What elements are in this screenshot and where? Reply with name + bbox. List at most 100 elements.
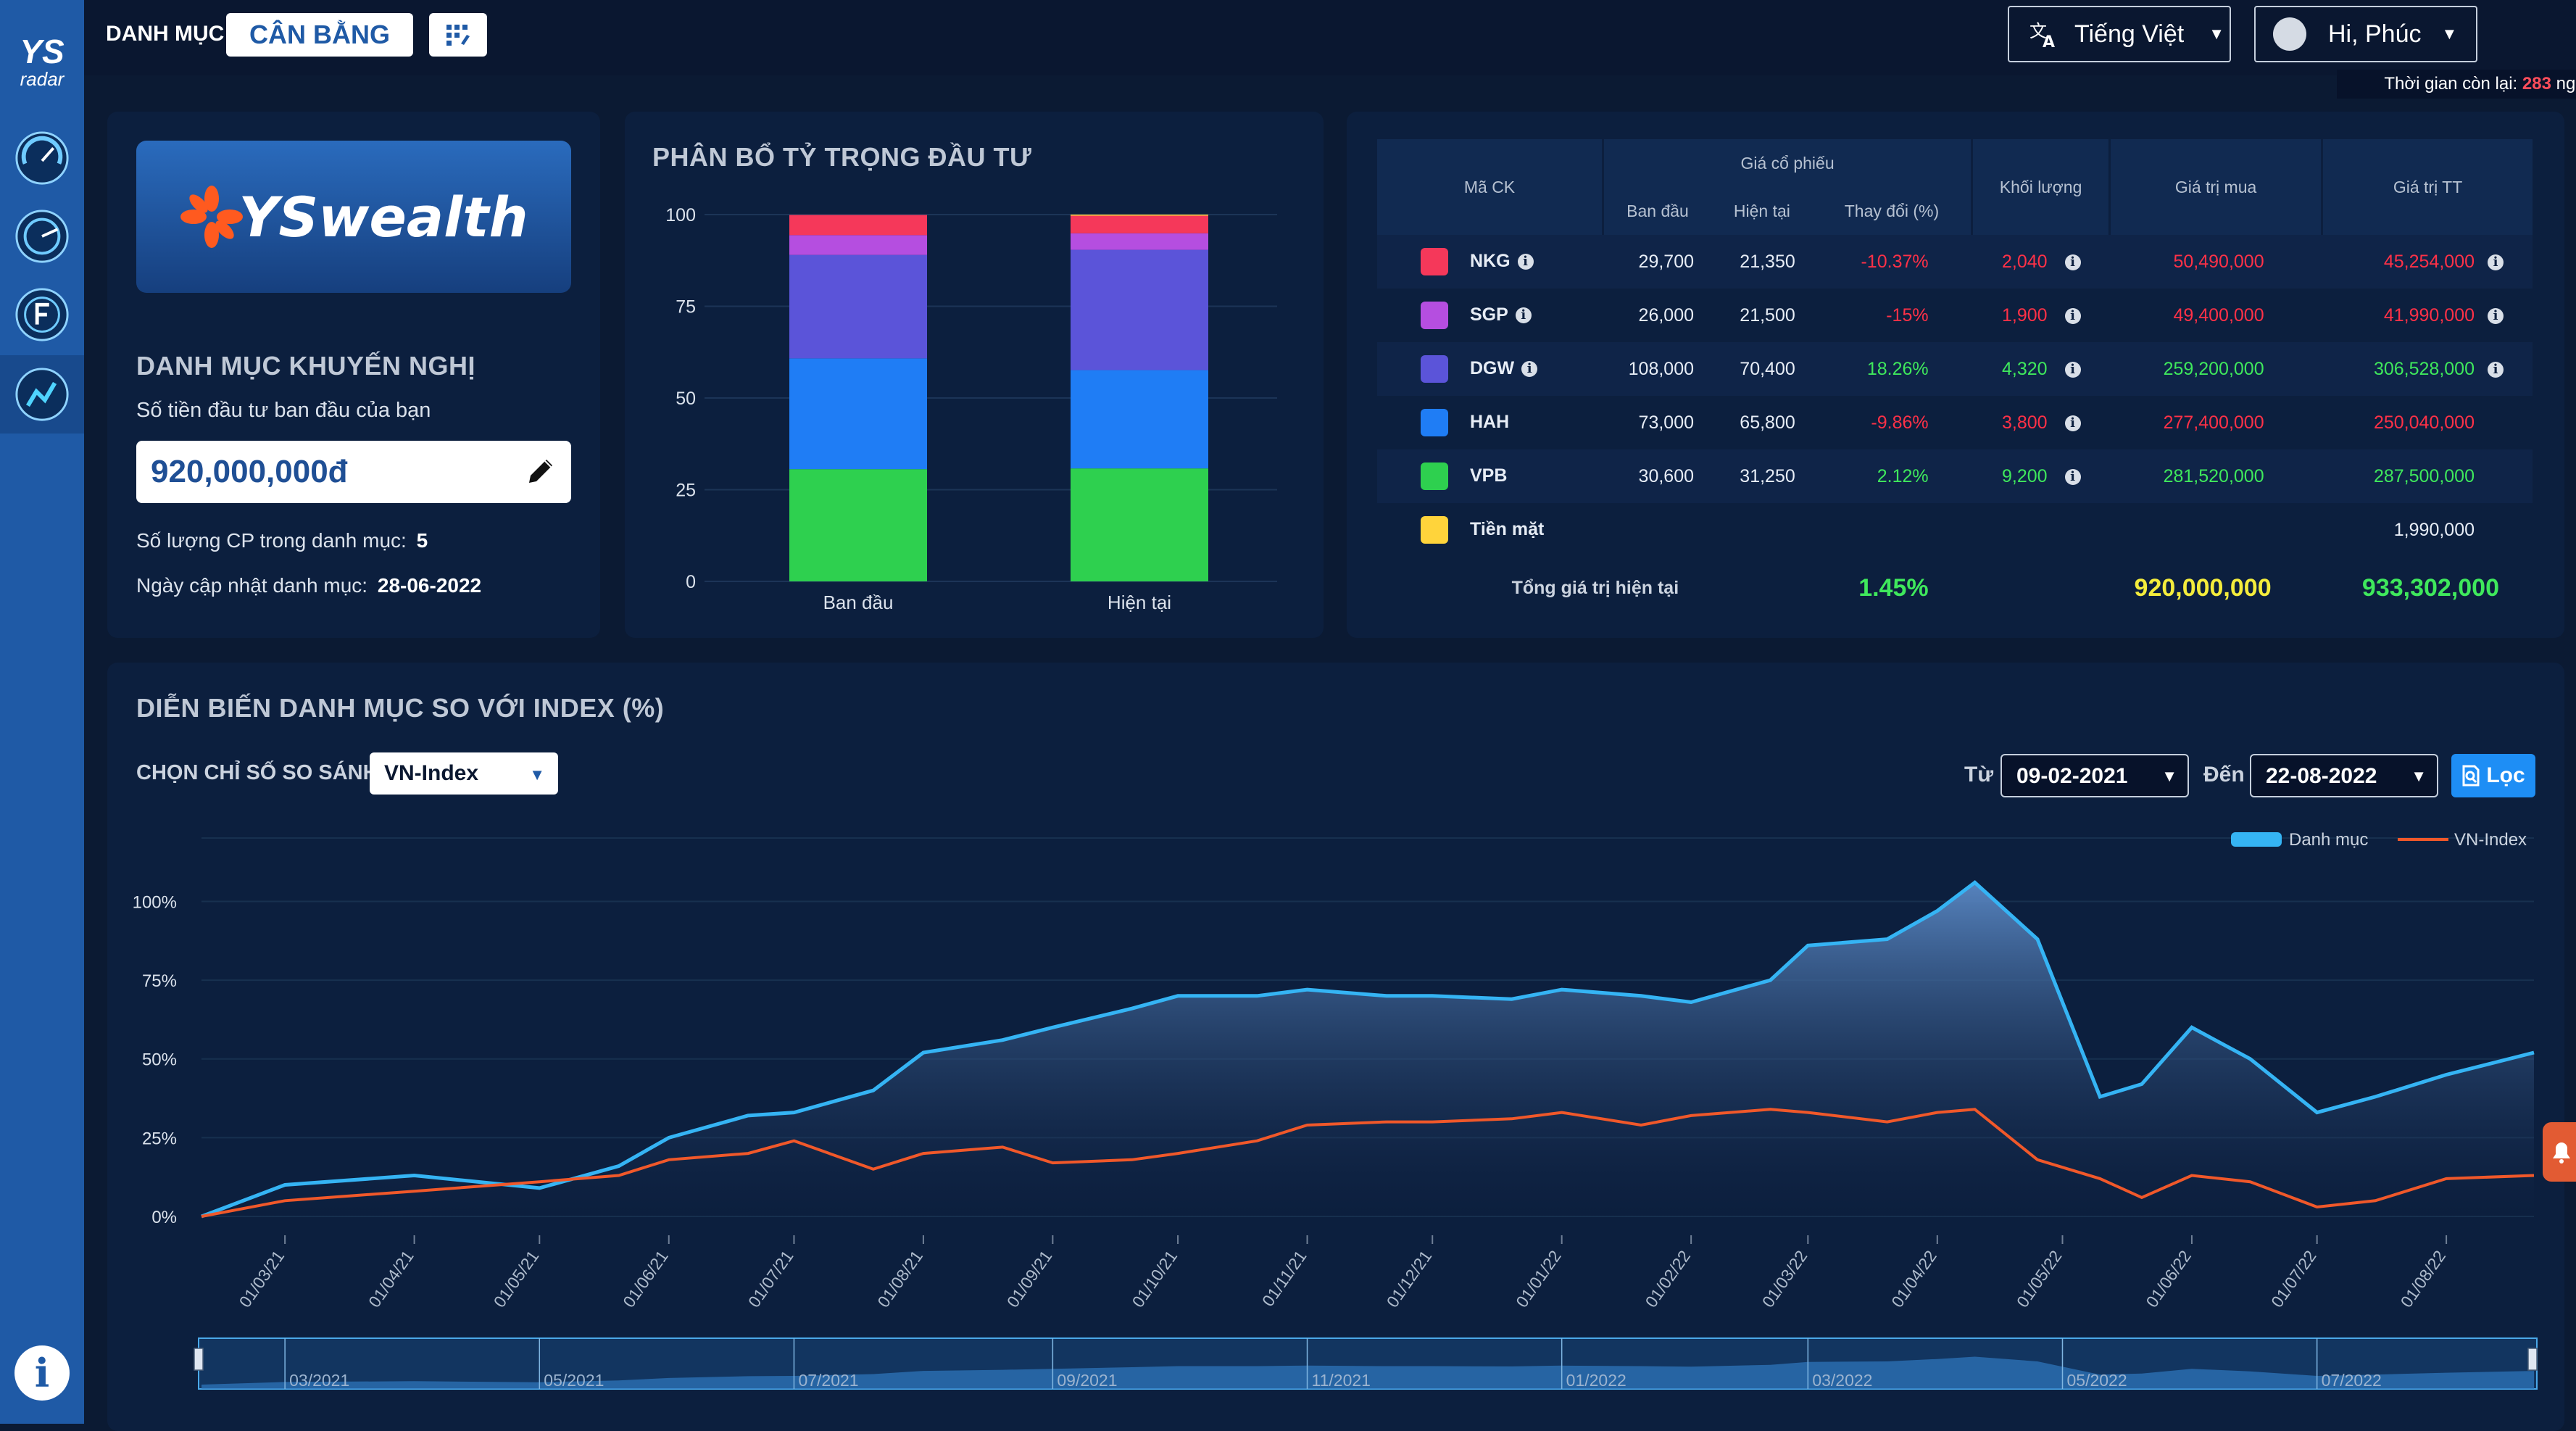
bar-segment-nkg[interactable]	[789, 215, 927, 236]
navigator-series	[201, 1356, 2534, 1389]
price-initial: 29,700	[1603, 235, 1712, 289]
notification-bell[interactable]	[2543, 1122, 2576, 1182]
finance-f-icon	[15, 288, 69, 341]
info-icon[interactable]: i	[2064, 307, 2081, 324]
total-buy-value: 920,000,000	[2109, 557, 2322, 619]
volume: 4,320	[2001, 358, 2048, 379]
sidebar-item-speedometer[interactable]	[10, 126, 74, 190]
legend-swatch-portfolio[interactable]	[2231, 832, 2282, 847]
info-icon[interactable]: i	[2064, 361, 2081, 378]
info-icon[interactable]: i	[1517, 254, 1534, 270]
chevron-down-icon: ▼	[2209, 25, 2224, 43]
portfolio-table: Mã CK Giá cổ phiếu Khối lượng Giá trị mu…	[1377, 139, 2533, 619]
navigator-label: 03/2022	[1812, 1371, 1872, 1390]
from-label: Từ	[1964, 763, 1994, 787]
x-tick-label: 01/04/22	[1887, 1247, 1940, 1311]
y-tick-label: 25%	[142, 1129, 177, 1148]
legend-label-portfolio[interactable]: Danh mục	[2289, 830, 2368, 850]
table-row[interactable]: SGP i 26,000 21,500 -15% 1,900 i 49,400,000 41,9…	[1377, 289, 2533, 342]
user-menu[interactable]: Hi, Phúc ▼	[2254, 6, 2477, 62]
bar-segment-vpb[interactable]	[789, 469, 927, 581]
allocation-chart: 100 75 50 25 0 Ban đầu Hiện tại	[665, 205, 1277, 613]
bell-icon	[2553, 1142, 2570, 1164]
from-date-select[interactable]: 09-02-2021 ▼	[2000, 754, 2189, 797]
navigator-handle-right[interactable]	[2527, 1348, 2538, 1371]
col-buy-value-header: Giá trị mua	[2108, 139, 2322, 235]
navigator-handle-left[interactable]	[194, 1348, 204, 1371]
market-value: 250,040,000	[2373, 412, 2475, 433]
x-tick-label: 01/08/21	[873, 1247, 926, 1311]
time-left-label: Thời gian còn lại:	[2384, 74, 2518, 94]
x-tick-label: 01/04/21	[365, 1247, 417, 1311]
x-tick-label: 01/09/21	[1003, 1247, 1056, 1311]
to-date-select[interactable]: 22-08-2022 ▼	[2250, 754, 2438, 797]
bar-segment-hah[interactable]	[789, 358, 927, 470]
col-price-initial-header: Ban đầu	[1602, 187, 1712, 235]
portfolio-grid-button[interactable]	[429, 13, 487, 57]
bar-segment-hah[interactable]	[1071, 370, 1208, 469]
stock-count-row: Số lượng CP trong danh mục: 5	[136, 529, 428, 552]
update-date-value: 28-06-2022	[377, 574, 482, 597]
portfolio-tab-balanced[interactable]: CÂN BẰNG	[226, 13, 413, 57]
sidebar-item-radar[interactable]	[10, 204, 74, 268]
price-current: 31,250	[1711, 449, 1813, 503]
price-current: 70,400	[1711, 342, 1813, 396]
compare-index-select[interactable]: VN-Index ▼	[370, 752, 558, 795]
legend-label-vnindex[interactable]: VN-Index	[2454, 830, 2527, 850]
svg-text:文: 文	[2029, 21, 2047, 41]
filter-button[interactable]: Lọc	[2451, 754, 2535, 797]
stock-code: DGW	[1470, 357, 1515, 378]
stock-code: VPB	[1470, 465, 1508, 486]
series-line-portfolio[interactable]	[201, 880, 2535, 1219]
info-icon[interactable]: i	[2488, 307, 2504, 324]
language-select[interactable]: 文 A Tiếng Việt ▼	[2008, 6, 2231, 62]
info-icon[interactable]: i	[1515, 307, 1532, 323]
table-row[interactable]: HAH 73,000 65,800 -9.86% 3,800 i 277,400,000 25…	[1377, 396, 2533, 449]
x-tick-label: 01/02/22	[1642, 1247, 1695, 1311]
table-row[interactable]: NKG i 29,700 21,350 -10.37% 2,040 i 50,490,000 4…	[1377, 235, 2533, 289]
table-row[interactable]: DGW i 108,000 70,400 18.26% 4,320 i 259,200,000…	[1377, 342, 2533, 396]
y-tick-label: 100	[665, 205, 696, 225]
sidebar-item-portfolio[interactable]	[10, 362, 74, 426]
info-icon[interactable]: i	[14, 1345, 70, 1401]
sidebar-item-finance[interactable]	[10, 283, 74, 347]
x-tick-label: 01/06/22	[2142, 1247, 2195, 1311]
pencil-edit-icon[interactable]	[525, 455, 557, 487]
x-tick-label: Hiện tại	[1108, 592, 1171, 613]
market-value: 306,528,000	[2373, 358, 2475, 379]
info-icon[interactable]: i	[2064, 415, 2081, 431]
info-icon[interactable]: i	[1521, 361, 1538, 377]
bar-segment-sgp[interactable]	[1071, 233, 1208, 250]
navigator-label: 07/2021	[798, 1371, 858, 1390]
bar-segment-vpb[interactable]	[1071, 468, 1208, 581]
price-initial: 73,000	[1603, 396, 1712, 449]
info-icon[interactable]: i	[2488, 361, 2504, 378]
bar-segment-dgw[interactable]	[1071, 249, 1208, 370]
ys-radar-logo[interactable]: YS radar	[6, 19, 78, 99]
x-tick-label: Ban đầu	[823, 592, 894, 613]
table-row[interactable]: VPB 30,600 31,250 2.12% 9,200 i 281,520,000 287…	[1377, 449, 2533, 503]
allocation-title: PHÂN BỔ TỶ TRỌNG ĐẦU TƯ	[652, 142, 1032, 172]
buy-value: 277,400,000	[2109, 396, 2322, 449]
time-left-value: 283	[2522, 74, 2551, 94]
initial-investment-value: 920,000,000đ	[151, 454, 348, 489]
total-label: Tổng giá trị hiện tại	[1377, 557, 1813, 619]
bar-segment-sgp[interactable]	[789, 235, 927, 255]
info-icon[interactable]: i	[2488, 254, 2504, 270]
series-line-vnindex[interactable]	[201, 1108, 2535, 1218]
svg-text:A: A	[2043, 33, 2055, 50]
speedometer-icon	[15, 131, 69, 185]
compare-index-label: CHỌN CHỈ SỐ SO SÁNH	[136, 761, 378, 784]
initial-investment-field[interactable]: 920,000,000đ	[136, 441, 571, 503]
legend-swatch	[1421, 355, 1448, 383]
info-icon[interactable]: i	[2064, 468, 2081, 485]
info-icon[interactable]: i	[2064, 254, 2081, 270]
update-date-row: Ngày cập nhật danh mục: 28-06-2022	[136, 574, 481, 597]
x-tick-label: 01/05/21	[490, 1247, 543, 1311]
navigator-label: 09/2021	[1057, 1371, 1117, 1390]
bar-segment-tiền-mặt[interactable]	[1071, 215, 1208, 216]
bar-segment-nkg[interactable]	[1071, 215, 1208, 233]
bar-segment-dgw[interactable]	[789, 254, 927, 359]
market-value: 287,500,000	[2373, 465, 2475, 486]
yswealth-logo-text: YSwealth	[238, 184, 528, 249]
